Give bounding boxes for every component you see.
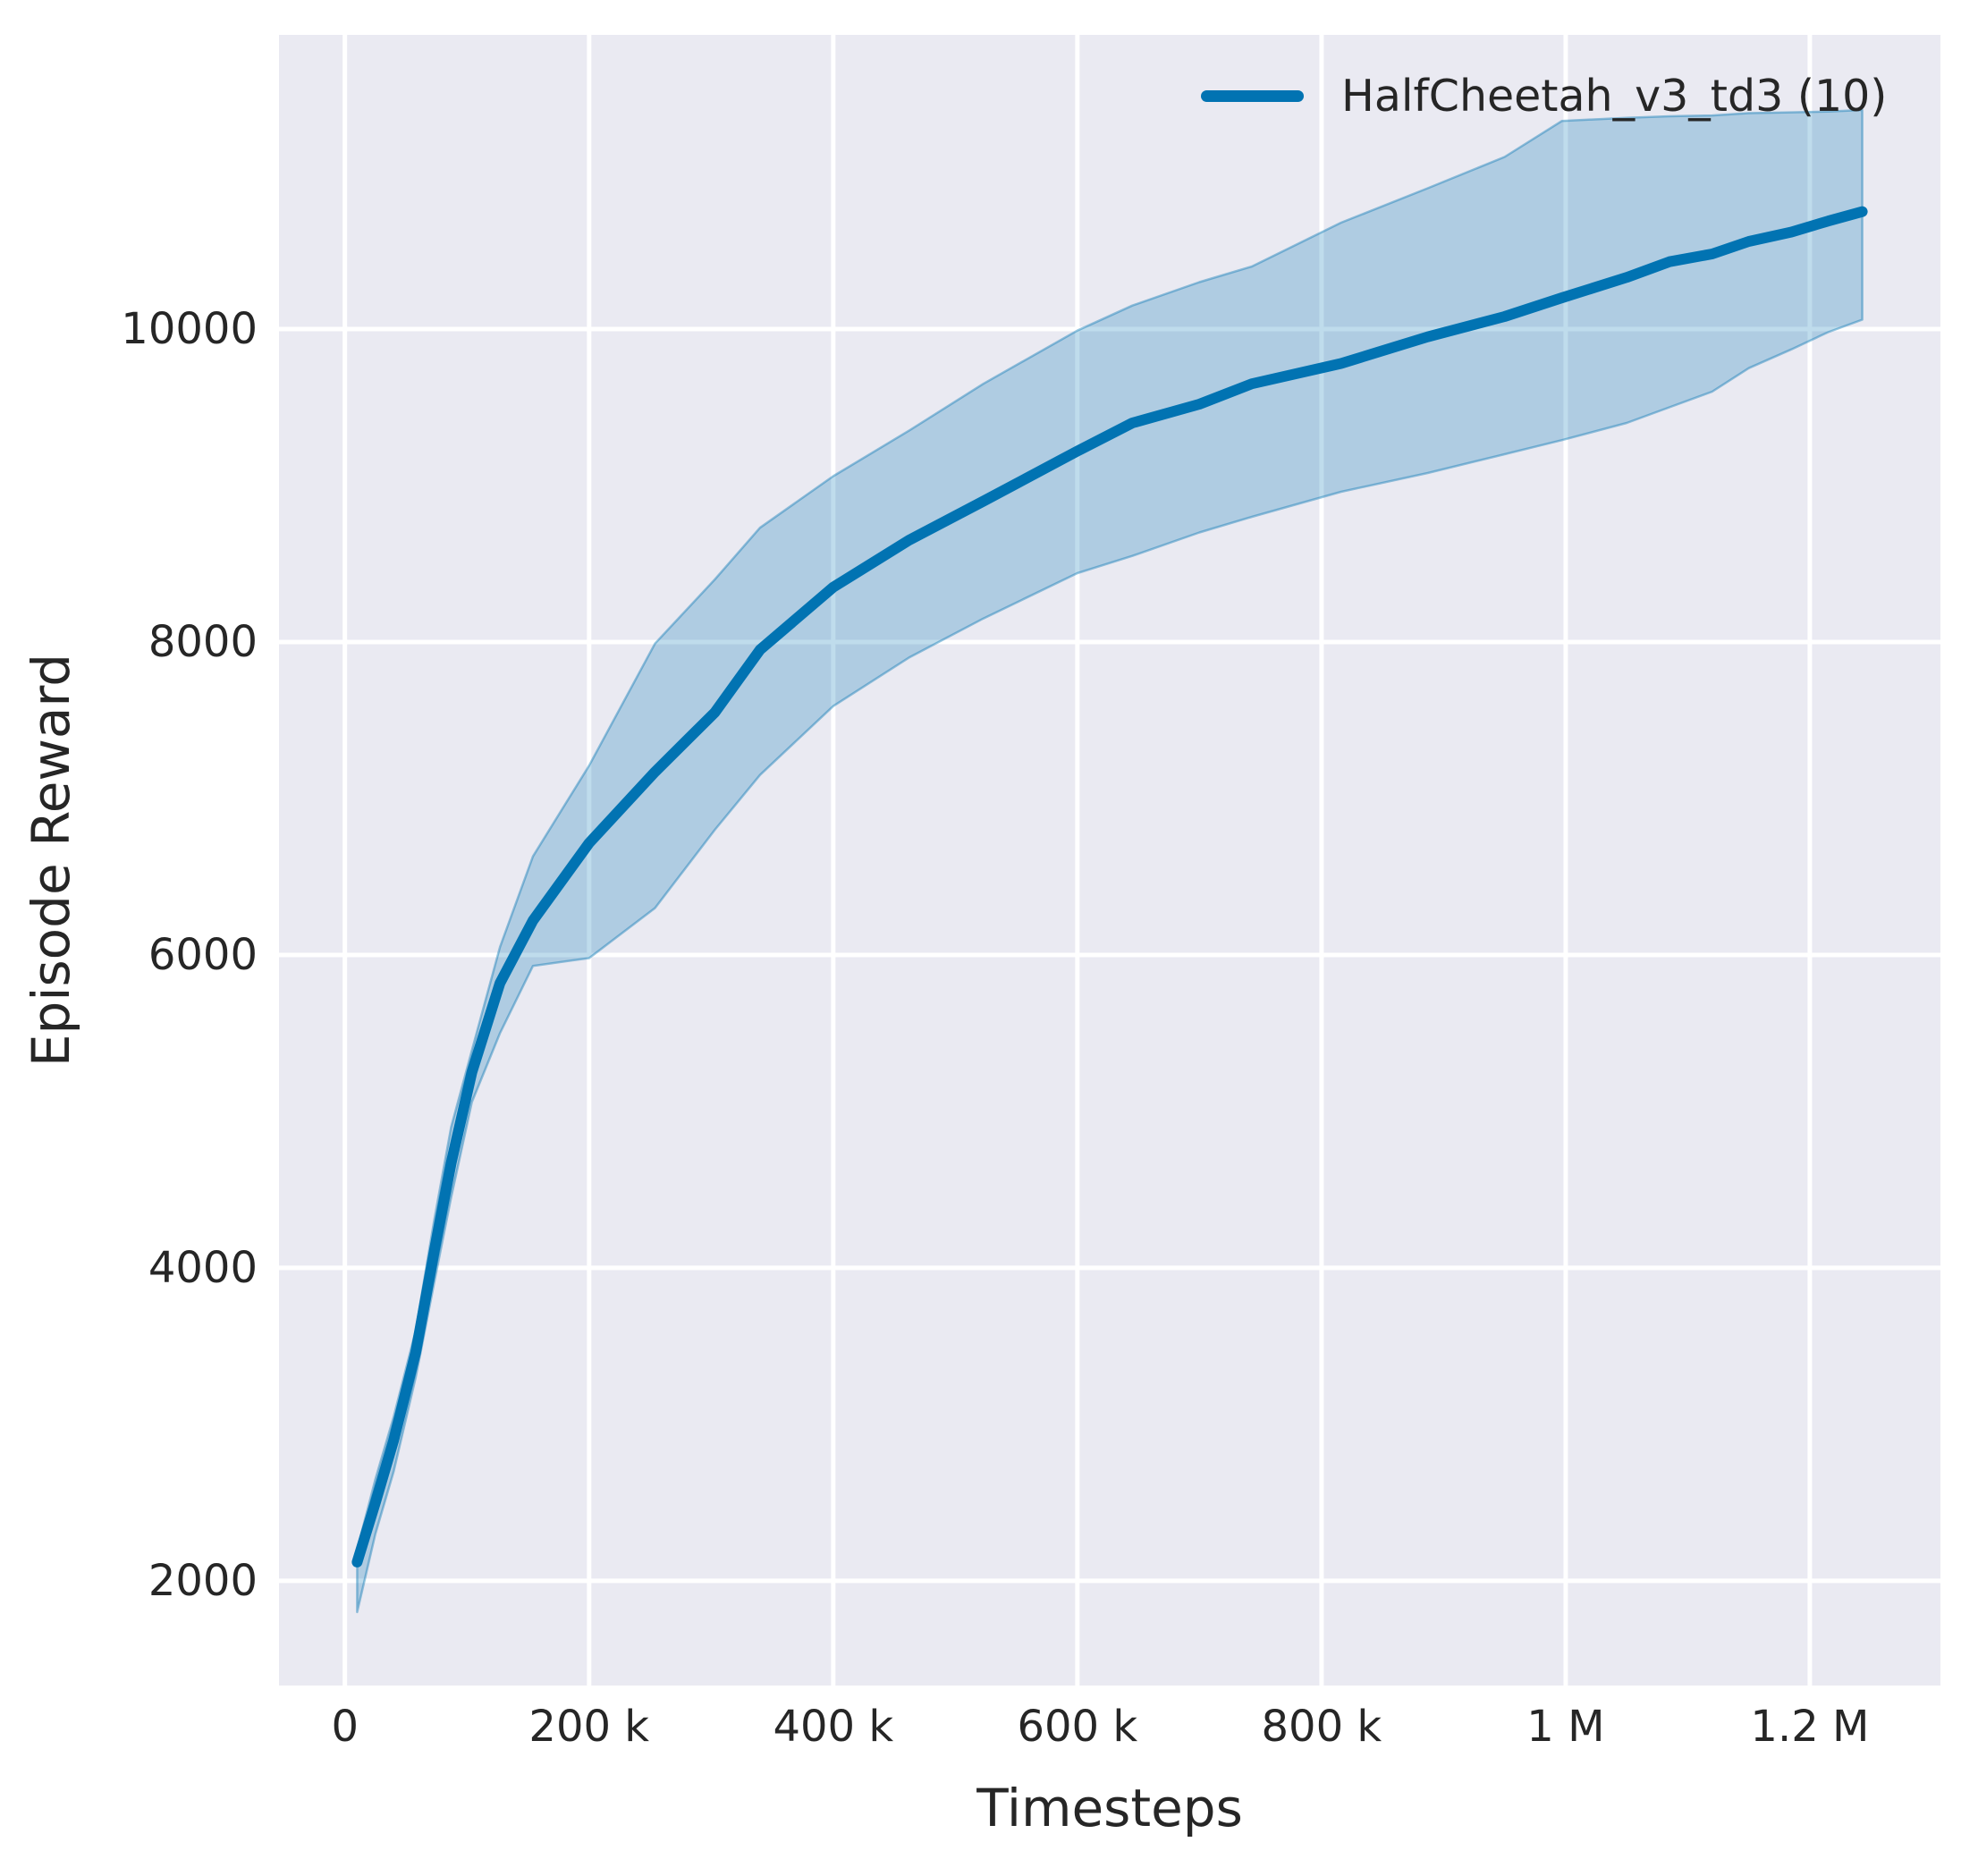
legend: HalfCheetah_v3_td3 (10) — [1201, 71, 1888, 122]
x-axis-label: Timesteps — [976, 1778, 1243, 1838]
y-tick-label: 10000 — [121, 303, 258, 354]
plot-area — [279, 35, 1940, 1686]
chart-svg — [279, 35, 1940, 1686]
x-tick-label: 1.2 M — [1750, 1702, 1870, 1752]
legend-line-swatch — [1201, 90, 1304, 102]
x-tick-label: 800 k — [1261, 1702, 1382, 1752]
x-tick-label: 400 k — [773, 1702, 894, 1752]
legend-label: HalfCheetah_v3_td3 (10) — [1341, 71, 1888, 122]
x-tick-label: 1 M — [1526, 1702, 1605, 1752]
y-axis-label: Episode Reward — [21, 653, 81, 1068]
x-tick-label: 600 k — [1017, 1702, 1138, 1752]
x-tick-label: 0 — [331, 1702, 359, 1752]
y-tick-label: 2000 — [148, 1555, 258, 1606]
x-tick-label: 200 k — [528, 1702, 650, 1752]
y-tick-label: 4000 — [148, 1242, 258, 1293]
